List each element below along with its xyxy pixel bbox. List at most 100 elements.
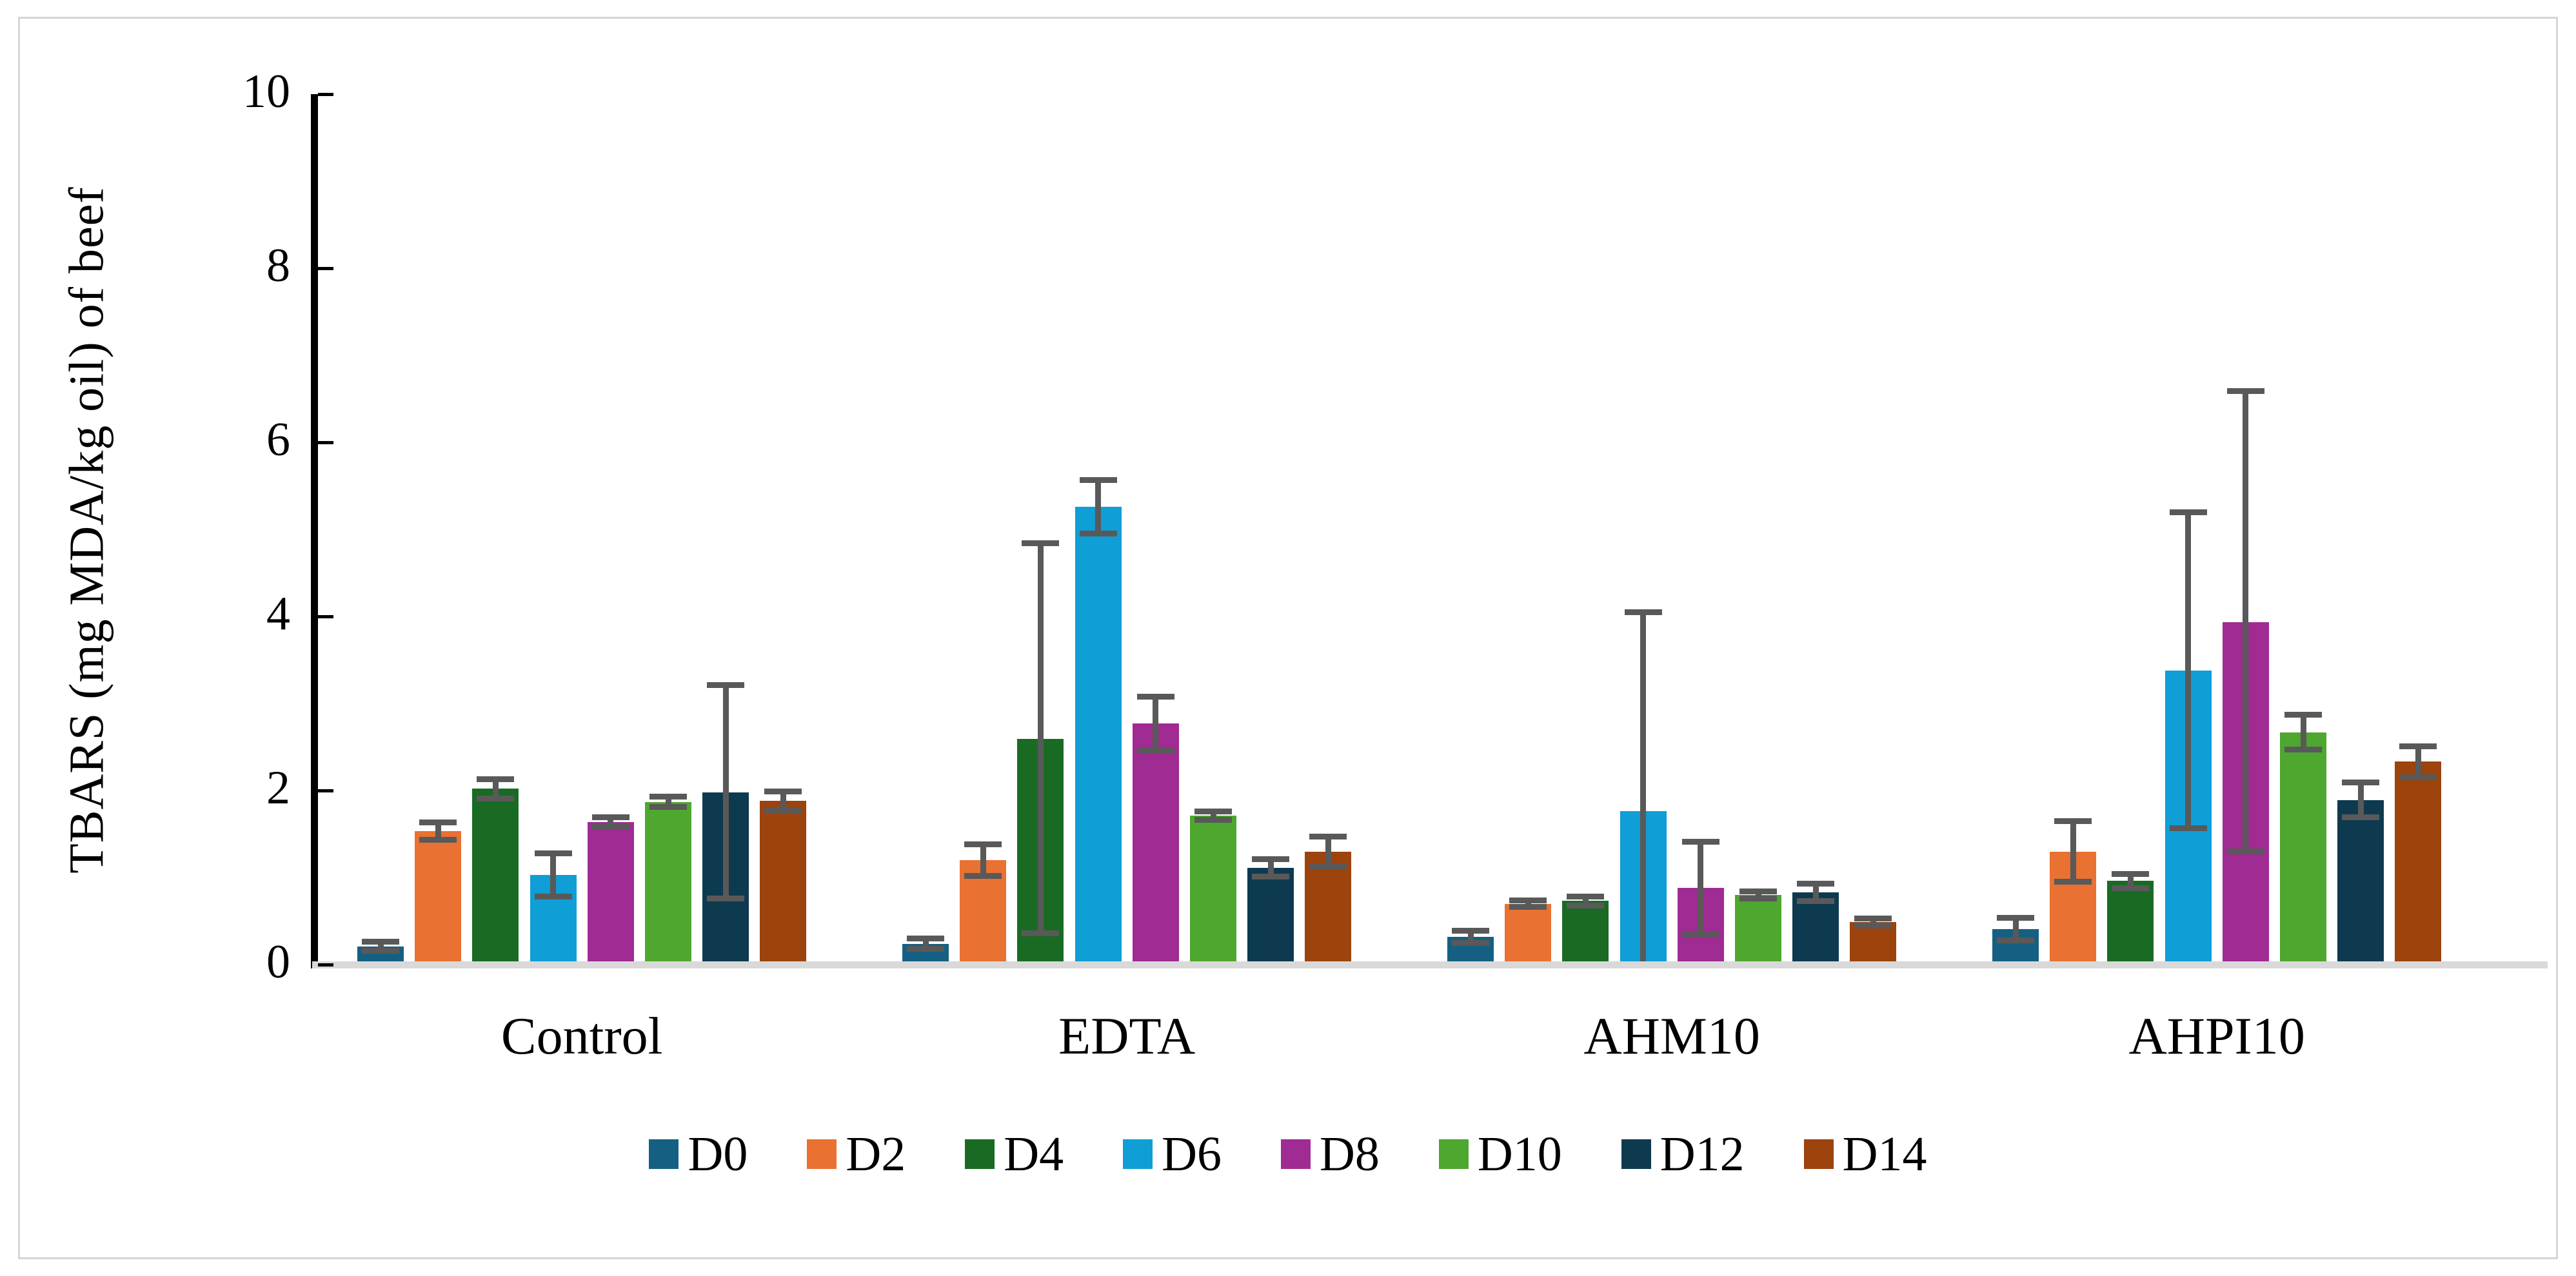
error-cap-top-D6-EDTA — [1079, 476, 1117, 483]
error-cap-top-D12-AHPI10 — [2342, 780, 2380, 786]
error-bar-D4-AHPI10 — [2127, 874, 2134, 888]
error-cap-bottom-D8-EDTA — [1136, 747, 1174, 754]
y-tick-label-10: 10 — [243, 65, 290, 119]
error-cap-top-D10-EDTA — [1194, 808, 1232, 814]
legend-label-D12: D12 — [1660, 1127, 1745, 1181]
error-cap-top-D10-AHM10 — [1739, 888, 1777, 895]
bar-D12-EDTA — [1247, 868, 1294, 965]
x-axis-baseline — [312, 961, 2548, 968]
y-tick-10 — [318, 92, 333, 96]
error-cap-top-D2-EDTA — [964, 841, 1002, 848]
error-bar-D6-AHPI10 — [2185, 512, 2192, 829]
error-cap-top-D4-EDTA — [1022, 540, 1060, 547]
legend-item-D0: D0 — [649, 1130, 748, 1179]
bar-D8-EDTA — [1132, 723, 1179, 965]
error-cap-top-D4-AHPI10 — [2112, 871, 2150, 878]
error-cap-top-D2-Control — [419, 820, 457, 826]
legend-item-D12: D12 — [1621, 1130, 1745, 1179]
error-cap-bottom-D4-AHM10 — [1567, 902, 1605, 908]
error-cap-bottom-D14-EDTA — [1309, 863, 1347, 869]
legend-item-D10: D10 — [1438, 1127, 1562, 1181]
legend-swatch-D10 — [1438, 1139, 1469, 1169]
y-tick-label-8: 8 — [266, 239, 290, 293]
y-axis-line — [311, 94, 318, 968]
y-tick-4 — [318, 614, 333, 618]
error-bar-D4-AHM10 — [1582, 896, 1589, 906]
error-cap-bottom-D12-EDTA — [1252, 874, 1290, 880]
error-cap-bottom-D10-EDTA — [1194, 817, 1232, 823]
error-cap-bottom-D2-EDTA — [964, 872, 1002, 879]
error-cap-top-D6-Control — [534, 850, 572, 856]
error-cap-bottom-D10-AHM10 — [1739, 895, 1777, 901]
error-cap-top-D6-AHPI10 — [2169, 509, 2207, 515]
error-cap-bottom-D0-AHPI10 — [1997, 937, 2034, 943]
error-bar-D12-Control — [722, 685, 729, 899]
error-bar-D10-EDTA — [1210, 811, 1216, 820]
error-cap-top-D14-EDTA — [1309, 834, 1347, 840]
error-bar-D12-AHPI10 — [2357, 782, 2364, 818]
error-cap-top-D12-EDTA — [1252, 856, 1290, 863]
error-cap-bottom-D2-AHPI10 — [2054, 879, 2092, 885]
error-cap-top-D2-AHM10 — [1509, 897, 1547, 903]
legend-swatch-D12 — [1621, 1139, 1651, 1169]
bar-D14-Control — [760, 801, 807, 965]
error-cap-top-D14-AHM10 — [1854, 915, 1892, 921]
legend-swatch-D0 — [649, 1139, 679, 1169]
legend-label-D10: D10 — [1477, 1127, 1562, 1181]
error-cap-top-D14-AHPI10 — [2399, 743, 2437, 749]
bar-D2-Control — [415, 831, 462, 965]
error-cap-top-D12-Control — [707, 682, 745, 689]
error-cap-top-D4-AHM10 — [1567, 894, 1605, 900]
error-cap-top-D12-AHM10 — [1797, 880, 1835, 887]
error-bar-D8-AHM10 — [1698, 841, 1704, 934]
y-tick-label-2: 2 — [266, 761, 290, 815]
error-cap-bottom-D14-AHM10 — [1854, 922, 1892, 928]
legend-swatch-D4 — [965, 1139, 995, 1169]
error-cap-bottom-D14-AHPI10 — [2399, 774, 2437, 781]
bar-D2-AHM10 — [1505, 903, 1552, 965]
legend-item-D2: D2 — [807, 1130, 906, 1179]
error-cap-bottom-D0-Control — [362, 947, 399, 954]
error-bar-D0-AHPI10 — [2012, 918, 2019, 941]
category-label-Control: Control — [500, 1006, 663, 1065]
error-cap-top-D8-AHM10 — [1681, 839, 1719, 845]
error-bar-D14-Control — [780, 791, 786, 811]
error-cap-bottom-D8-Control — [591, 823, 629, 829]
bar-D4-Control — [472, 789, 519, 965]
error-bar-D12-EDTA — [1267, 859, 1274, 877]
error-cap-bottom-D10-AHPI10 — [2284, 747, 2322, 753]
bar-D10-AHPI10 — [2280, 732, 2326, 965]
error-cap-top-D0-EDTA — [907, 936, 944, 941]
legend-item-D14: D14 — [1803, 1130, 1927, 1179]
error-bar-D4-Control — [492, 779, 499, 799]
error-cap-bottom-D4-AHPI10 — [2112, 885, 2150, 891]
category-label-AHPI10: AHPI10 — [2128, 1006, 2305, 1065]
error-cap-bottom-D8-AHPI10 — [2226, 849, 2264, 854]
legend-swatch-D6 — [1123, 1139, 1153, 1169]
legend-label-D8: D8 — [1320, 1127, 1380, 1181]
bar-D12-AHM10 — [1792, 892, 1839, 965]
legend-label-D0: D0 — [688, 1127, 748, 1181]
error-bar-D6-Control — [550, 853, 557, 897]
bar-D4-AHPI10 — [2107, 881, 2154, 965]
error-bar-D12-AHM10 — [1812, 883, 1819, 901]
legend-item-D6: D6 — [1123, 1130, 1222, 1179]
error-bar-D14-AHPI10 — [2415, 746, 2421, 778]
category-label-AHM10: AHM10 — [1583, 1006, 1760, 1065]
bar-D4-AHM10 — [1562, 901, 1609, 965]
bar-D14-AHM10 — [1850, 921, 1897, 965]
y-tick-6 — [318, 440, 333, 444]
error-bar-D10-AHPI10 — [2300, 714, 2306, 750]
bar-D14-AHPI10 — [2395, 761, 2442, 965]
y-tick-label-4: 4 — [266, 587, 290, 641]
error-bar-D14-EDTA — [1325, 836, 1331, 867]
error-cap-bottom-D4-Control — [477, 795, 515, 801]
legend-item-D8: D8 — [1281, 1130, 1380, 1179]
error-cap-top-D10-Control — [649, 793, 687, 800]
error-cap-bottom-D14-Control — [764, 807, 802, 814]
error-cap-bottom-D6-Control — [534, 894, 572, 900]
bar-D10-EDTA — [1190, 816, 1236, 965]
error-cap-bottom-D6-EDTA — [1079, 531, 1117, 537]
legend-swatch-D2 — [807, 1139, 837, 1169]
